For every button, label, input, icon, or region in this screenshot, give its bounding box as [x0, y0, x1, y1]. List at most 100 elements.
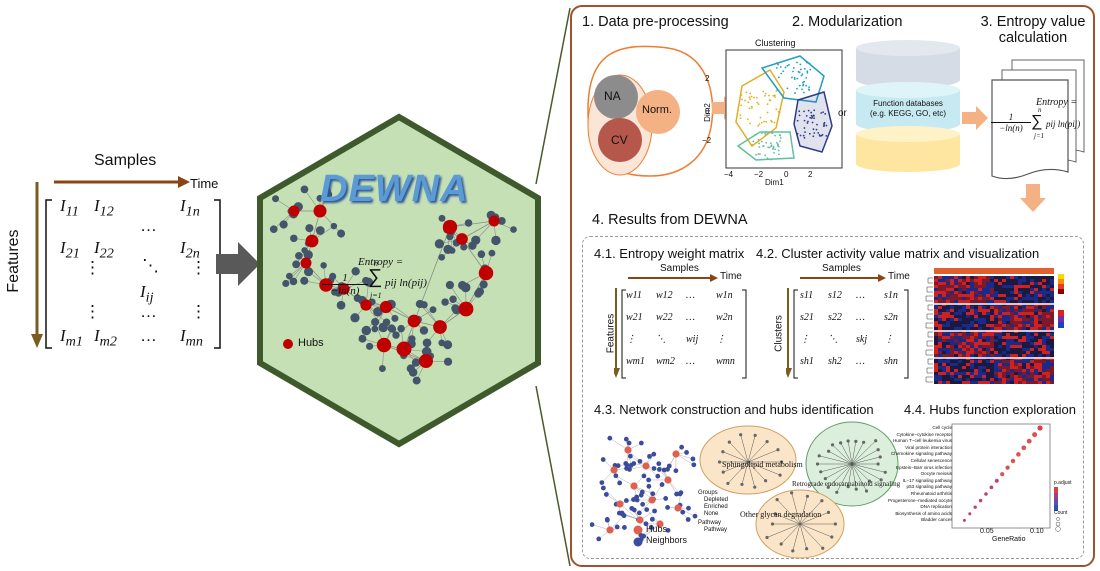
heatmap-cell	[994, 378, 998, 381]
cluster-point	[772, 145, 775, 148]
heatmap-cell	[1022, 309, 1026, 312]
heatmap-cell	[966, 363, 970, 366]
heatmap-cell	[990, 309, 994, 312]
heatmap-cell	[1018, 285, 1022, 288]
cluster-point	[813, 132, 816, 134]
heatmap-cell	[1050, 333, 1054, 336]
cluster-point	[825, 134, 828, 137]
pathway-gene-node	[862, 440, 866, 444]
heatmap-cell	[1038, 372, 1042, 375]
cluster-point	[824, 113, 827, 115]
heatmap-cell	[954, 276, 958, 279]
pathway-edge	[729, 441, 749, 463]
neighbor-node	[652, 508, 657, 514]
cluster-point	[773, 151, 775, 154]
x-tick-2: 0	[784, 170, 789, 179]
dendrogram-branch	[926, 340, 933, 347]
heatmap-cell	[970, 372, 974, 375]
heatmap-cell	[966, 291, 970, 294]
s41-arrows	[614, 274, 747, 379]
heatmap-cell	[970, 288, 974, 291]
heatmap-cell	[974, 339, 978, 342]
heatmap-cell	[1014, 291, 1018, 294]
heatmap-cell	[950, 300, 954, 303]
heatmap-cell	[946, 309, 950, 312]
heatmap-cell	[982, 300, 986, 303]
pathway-gene-node	[820, 499, 824, 503]
cluster-point	[768, 94, 770, 97]
heatmap-cell	[1042, 381, 1046, 384]
dotplot-point	[1026, 438, 1032, 444]
network-node	[397, 324, 405, 333]
formula-sum: ∑	[368, 266, 383, 288]
heatmap-cell	[942, 366, 946, 369]
cluster-point	[764, 95, 766, 97]
heatmap-cell	[966, 333, 970, 336]
heatmap-cell	[1046, 306, 1050, 309]
cluster-point	[779, 140, 781, 143]
heatmap-cell	[958, 306, 962, 309]
network-node	[358, 334, 367, 343]
pathway-gene-node	[830, 535, 834, 539]
cluster-point	[780, 72, 783, 75]
neighbor-node	[631, 461, 637, 466]
w-matrix-cell: w2n	[716, 312, 733, 323]
heatmap-cell	[1050, 276, 1054, 279]
step1-title: 1. Data pre-processing	[582, 14, 729, 30]
network-node	[510, 226, 517, 233]
cluster-point	[768, 146, 771, 149]
heatmap-cell	[998, 342, 1002, 345]
heatmap-cell	[958, 294, 962, 297]
dotplot-term: DNA replication	[920, 504, 952, 510]
heatmap-cell	[1030, 354, 1034, 357]
network-node	[371, 318, 380, 327]
heatmap-cell	[962, 279, 966, 282]
cluster-point	[760, 140, 763, 143]
network-node	[292, 260, 301, 269]
heatmap-cell	[1026, 345, 1030, 348]
pathway-edge	[723, 461, 749, 473]
heatmap-cell	[978, 285, 982, 288]
heatmap-cell	[946, 318, 950, 321]
heatmap-cell	[1022, 366, 1026, 369]
cluster-point	[762, 90, 765, 93]
dotplot-term: Cellular senescence	[910, 458, 952, 463]
heatmap-cell	[954, 294, 958, 297]
network-node	[391, 314, 399, 322]
net-label-1: Sphingolipid metabolism	[722, 460, 803, 469]
heatmap-cell	[1014, 309, 1018, 312]
neighbor-node	[600, 485, 606, 491]
heatmap-cell	[1006, 282, 1010, 285]
heatmap-cell	[1022, 279, 1026, 282]
cluster-point	[747, 101, 750, 104]
dotplot-point	[968, 512, 972, 516]
hub-node	[642, 462, 650, 470]
heatmap-cell	[1026, 297, 1030, 300]
heatmap-cell	[970, 282, 974, 285]
heatmap-cell	[966, 318, 970, 321]
s43-title: 4.3. Network construction and hubs ident…	[594, 402, 874, 417]
heatmap-cell	[986, 309, 990, 312]
network-node	[305, 224, 314, 233]
heatmap-cell	[1038, 291, 1042, 294]
heatmap-cell	[938, 360, 942, 363]
heatmap-cell	[974, 372, 978, 375]
heatmap-cell	[1002, 327, 1006, 330]
cluster-point	[806, 70, 809, 73]
heatmap-cell	[1006, 297, 1010, 300]
heatmap-cell	[974, 318, 978, 321]
network-node	[371, 325, 379, 333]
pathway-edge	[851, 463, 870, 482]
dotplot-point	[1032, 432, 1038, 438]
heatmap-cell	[938, 348, 942, 351]
heatmap-cell	[1010, 324, 1014, 327]
heatmap-cell	[1010, 381, 1014, 384]
heatmap-cell	[986, 354, 990, 357]
pathway-edge	[847, 440, 853, 465]
clustering-plot	[725, 49, 843, 169]
cluster-point	[765, 141, 768, 144]
cluster-point	[805, 76, 808, 79]
heatmap-cell	[962, 339, 966, 342]
heatmap-cell	[970, 315, 974, 318]
heatmap-cell	[970, 339, 974, 342]
